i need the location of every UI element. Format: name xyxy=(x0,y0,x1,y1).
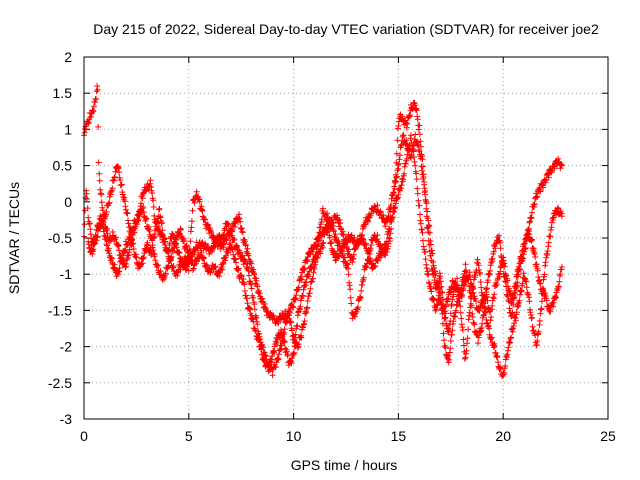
y-tick-label: 0 xyxy=(64,194,72,210)
x-tick-label: 10 xyxy=(286,428,302,444)
y-tick-label: -0.5 xyxy=(48,230,72,246)
y-tick-label: -1.5 xyxy=(48,302,72,318)
axis-ticks xyxy=(83,56,609,420)
plus-markers xyxy=(85,132,565,375)
y-tick-label: -2 xyxy=(60,339,73,355)
x-axis-label: GPS time / hours xyxy=(291,457,398,473)
x-tick-label: 0 xyxy=(80,428,88,444)
x-tick-label: 15 xyxy=(391,428,407,444)
y-tick-label: 2 xyxy=(64,49,72,65)
x-tick-label: 25 xyxy=(600,428,616,444)
y-tick-label: -2.5 xyxy=(48,375,72,391)
chart-title: Day 215 of 2022, Sidereal Day-to-day VTE… xyxy=(93,21,599,37)
y-tick-label: -3 xyxy=(60,411,73,427)
y-tick-label: 0.5 xyxy=(53,158,73,174)
y-tick-label: -1 xyxy=(60,266,73,282)
series-track-c xyxy=(85,132,565,375)
x-tick-labels: 0 5 10 15 20 25 xyxy=(80,428,616,444)
x-tick-label: 20 xyxy=(495,428,511,444)
plot-frame xyxy=(83,56,609,420)
y-tick-label: 1 xyxy=(64,121,72,137)
y-axis-label: SDTVAR / TECUs xyxy=(6,182,22,294)
x-tick-label: 5 xyxy=(185,428,193,444)
y-tick-labels: -3 -2.5 -2 -1.5 -1 -0.5 0 0.5 1 1.5 2 xyxy=(48,49,72,427)
y-tick-label: 1.5 xyxy=(53,85,73,101)
